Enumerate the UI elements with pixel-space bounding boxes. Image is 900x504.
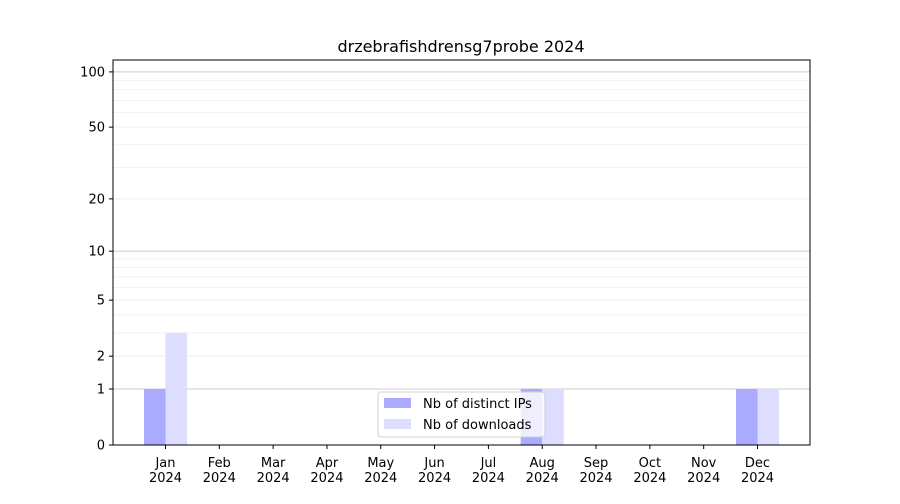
x-tick-label: 2024 (203, 471, 236, 486)
x-tick-label: 2024 (741, 471, 774, 486)
x-tick-label: Jan (154, 456, 175, 471)
y-tick-label: 1 (97, 382, 105, 397)
x-tick-label: Nov (691, 456, 717, 471)
bar-distinct-ips (735, 388, 758, 445)
x-tick-label: 2024 (633, 471, 666, 486)
x-tick-label: 2024 (472, 471, 505, 486)
x-tick-label: 2024 (687, 471, 720, 486)
y-tick-label: 100 (80, 65, 105, 80)
y-tick-label: 0 (97, 439, 105, 454)
x-tick-label: Oct (639, 456, 661, 471)
x-tick-label: Feb (208, 456, 231, 471)
x-tick-label: May (367, 456, 394, 471)
legend-swatch (384, 419, 411, 429)
x-tick-label: Jul (480, 456, 497, 471)
x-tick-label: 2024 (257, 471, 290, 486)
legend-swatch (384, 398, 411, 408)
bar-downloads (542, 388, 564, 445)
x-tick-label: 2024 (418, 471, 451, 486)
legend-box (377, 391, 546, 438)
x-tick-label: Aug (530, 456, 555, 471)
x-tick-label: Apr (316, 456, 339, 471)
y-tick-label: 50 (88, 121, 105, 136)
x-tick-label: 2024 (364, 471, 397, 486)
x-tick-label: 2024 (149, 471, 182, 486)
x-tick-label: Jun (423, 456, 444, 471)
y-tick-label: 2 (97, 350, 105, 365)
y-tick-label: 10 (88, 245, 105, 260)
y-tick-label: 20 (88, 192, 105, 207)
x-tick-label: 2024 (310, 471, 343, 486)
legend-label: Nb of downloads (423, 418, 532, 433)
x-tick-label: Dec (745, 456, 770, 471)
bar-downloads (165, 332, 188, 445)
x-tick-label: Mar (261, 456, 286, 471)
x-tick-label: 2024 (526, 471, 559, 486)
y-tick-label: 5 (97, 294, 105, 309)
bar-distinct-ips (143, 388, 166, 445)
bar-downloads (757, 388, 780, 445)
legend: Nb of distinct IPs Nb of downloads (377, 391, 546, 438)
x-tick-label: 2024 (579, 471, 612, 486)
x-tick-label: Sep (584, 456, 609, 471)
chart-title: drzebrafishdrensg7probe 2024 (337, 37, 584, 56)
legend-label: Nb of distinct IPs (423, 397, 532, 412)
plot-frame (112, 59, 811, 446)
